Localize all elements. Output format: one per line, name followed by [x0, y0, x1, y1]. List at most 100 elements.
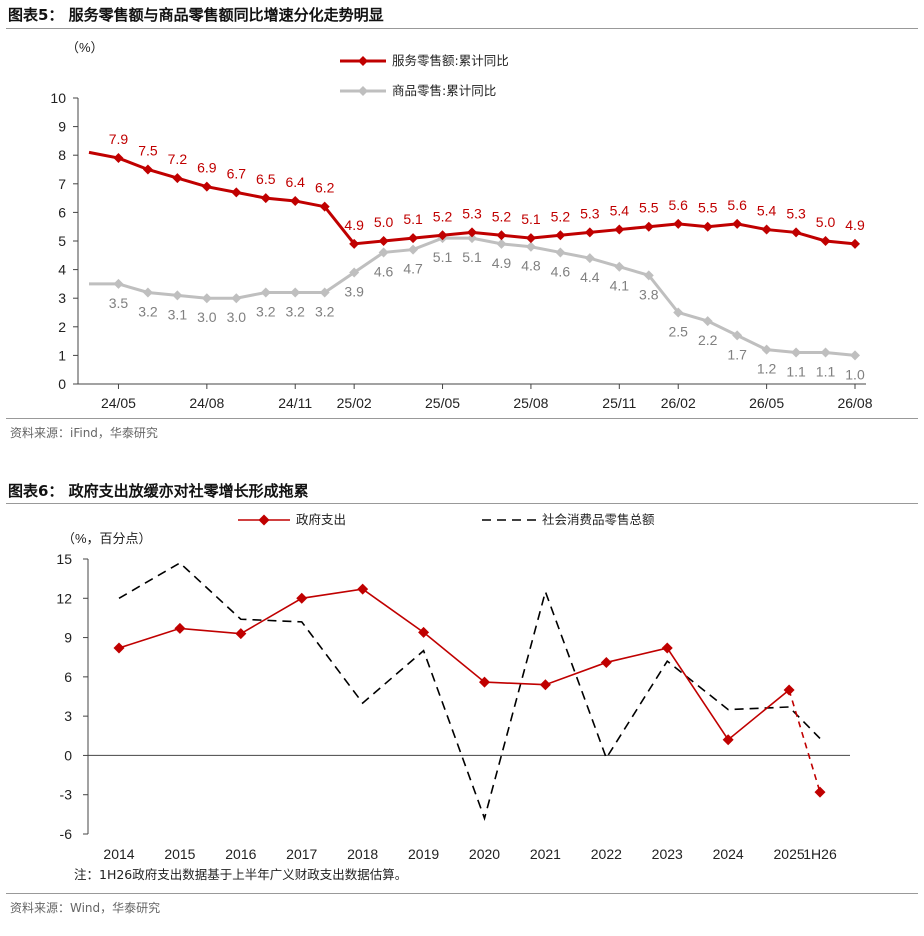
y-tick-label: 9 — [64, 630, 72, 646]
x-tick-label: 2021 — [530, 846, 561, 862]
figure6-title: 图表6： 政府支出放缓亦对社零增长形成拖累 — [8, 482, 309, 500]
legend-retail-label: 社会消费品零售总额 — [542, 512, 655, 527]
gov-projected-segment — [788, 689, 821, 793]
figure5-title: 图表5： 服务零售额与商品零售额同比增速分化走势明显 — [8, 6, 384, 24]
legend-goods-label: 商品零售:累计同比 — [392, 83, 496, 98]
services-point — [791, 227, 802, 238]
y-tick-label: 6 — [58, 204, 66, 220]
services-data-label: 6.7 — [227, 165, 247, 181]
goods-data-label: 3.2 — [138, 303, 158, 319]
services-point — [319, 201, 330, 212]
goods-data-label: 3.5 — [109, 295, 129, 311]
y-tick-label: -6 — [60, 826, 73, 842]
legend-gov-marker — [258, 514, 270, 526]
y-tick-label: 10 — [50, 90, 66, 106]
goods-data-label: 3.8 — [639, 286, 659, 302]
goods-point — [555, 247, 566, 258]
services-point — [172, 173, 183, 184]
y-tick-label: 15 — [56, 551, 72, 567]
x-tick-label: 2018 — [347, 846, 378, 862]
goods-point — [702, 316, 713, 327]
goods-data-label: 2.5 — [668, 324, 688, 340]
legend-services-label: 服务零售额:累计同比 — [392, 53, 509, 68]
services-point — [584, 227, 595, 238]
goods-data-label: 2.2 — [698, 332, 718, 348]
goods-point — [319, 287, 330, 298]
y-tick-label: 2 — [58, 319, 66, 335]
x-tick-label: 26/02 — [661, 395, 696, 411]
figure6-source: 资料来源：Wind，华泰研究 — [10, 901, 161, 915]
figure6-chart: （%，百分点） -6 -3 0 3 6 9 12 15 2014 2015 2016 2017 2018… — [56, 512, 850, 882]
services-point — [643, 221, 654, 232]
x-tick-label: 2017 — [286, 846, 317, 862]
services-point — [673, 218, 684, 229]
goods-data-label: 4.7 — [403, 261, 423, 277]
goods-point — [349, 267, 360, 278]
services-point — [702, 221, 713, 232]
services-data-label: 6.9 — [197, 160, 217, 176]
services-point — [231, 187, 242, 198]
figure5-chart: （%） 0 1 2 3 4 5 6 7 8 9 10 24/05 24/08 24/11 25/02 25/0… — [50, 40, 872, 411]
services-data-label: 6.2 — [315, 180, 335, 196]
y-tick-label: 3 — [58, 290, 66, 306]
gov-point — [661, 642, 673, 654]
figure6-title-rule — [6, 503, 918, 504]
goods-data-label: 5.1 — [433, 249, 453, 265]
y-tick-label: 1 — [58, 347, 66, 363]
goods-point — [467, 233, 477, 244]
services-data-label: 5.4 — [757, 203, 777, 219]
goods-data-label: 4.1 — [610, 278, 630, 294]
services-data-label: 5.5 — [698, 200, 718, 216]
services-point — [761, 224, 772, 235]
goods-point — [172, 290, 183, 301]
gov-point — [814, 786, 826, 798]
figure6-y-unit: （%，百分点） — [62, 531, 152, 546]
services-data-label: 4.9 — [845, 217, 865, 233]
figure5-source: 资料来源：iFind，华泰研究 — [10, 426, 158, 440]
services-point — [290, 195, 301, 206]
services-point — [378, 236, 389, 246]
goods-point — [142, 287, 153, 298]
x-tick-label: 2014 — [103, 846, 134, 862]
services-point — [408, 233, 419, 244]
services-data-label: 5.1 — [521, 211, 541, 227]
services-data-label: 5.2 — [492, 208, 512, 224]
y-tick-label: 6 — [64, 669, 72, 685]
goods-data-label: 1.7 — [727, 346, 747, 362]
services-data-label: 5.2 — [433, 208, 453, 224]
x-tick-label: 1H26 — [803, 846, 837, 862]
goods-point — [673, 307, 684, 318]
services-data-label: 5.4 — [610, 203, 630, 219]
goods-data-label: 3.0 — [227, 309, 247, 325]
figure5-y-unit: （%） — [66, 40, 104, 55]
y-tick-label: 9 — [58, 119, 66, 135]
goods-data-label: 1.0 — [845, 366, 865, 382]
y-tick-label: 5 — [58, 233, 66, 249]
y-tick-label: 4 — [58, 262, 66, 278]
goods-data-label: 3.9 — [344, 283, 364, 299]
figure6-note: 注：1H26政府支出数据基于上半年广义财政支出数据估算。 — [74, 867, 407, 882]
legend-goods-marker — [358, 86, 368, 96]
x-tick-label: 25/11 — [602, 395, 636, 411]
gov-point — [479, 676, 490, 688]
x-tick-label: 24/11 — [278, 395, 312, 411]
x-tick-label: 2020 — [469, 846, 500, 862]
gov-point — [235, 628, 247, 640]
x-tick-label: 26/08 — [837, 395, 872, 411]
x-tick-label: 2025 — [774, 846, 805, 862]
services-data-label: 4.9 — [344, 217, 364, 233]
services-data-label: 7.5 — [138, 143, 158, 159]
goods-point — [290, 287, 301, 298]
goods-point — [201, 293, 212, 304]
services-data-label: 5.0 — [374, 214, 394, 230]
services-point — [732, 218, 743, 229]
goods-data-label: 4.4 — [580, 269, 600, 285]
x-tick-label: 2016 — [225, 846, 256, 862]
gov-point — [174, 622, 186, 634]
goods-point — [260, 287, 271, 298]
x-tick-label: 2024 — [713, 846, 744, 862]
services-data-label: 6.5 — [256, 171, 276, 187]
services-data-label: 7.2 — [168, 151, 188, 167]
goods-data-label: 3.2 — [315, 303, 335, 319]
goods-data-label: 4.8 — [521, 258, 541, 274]
